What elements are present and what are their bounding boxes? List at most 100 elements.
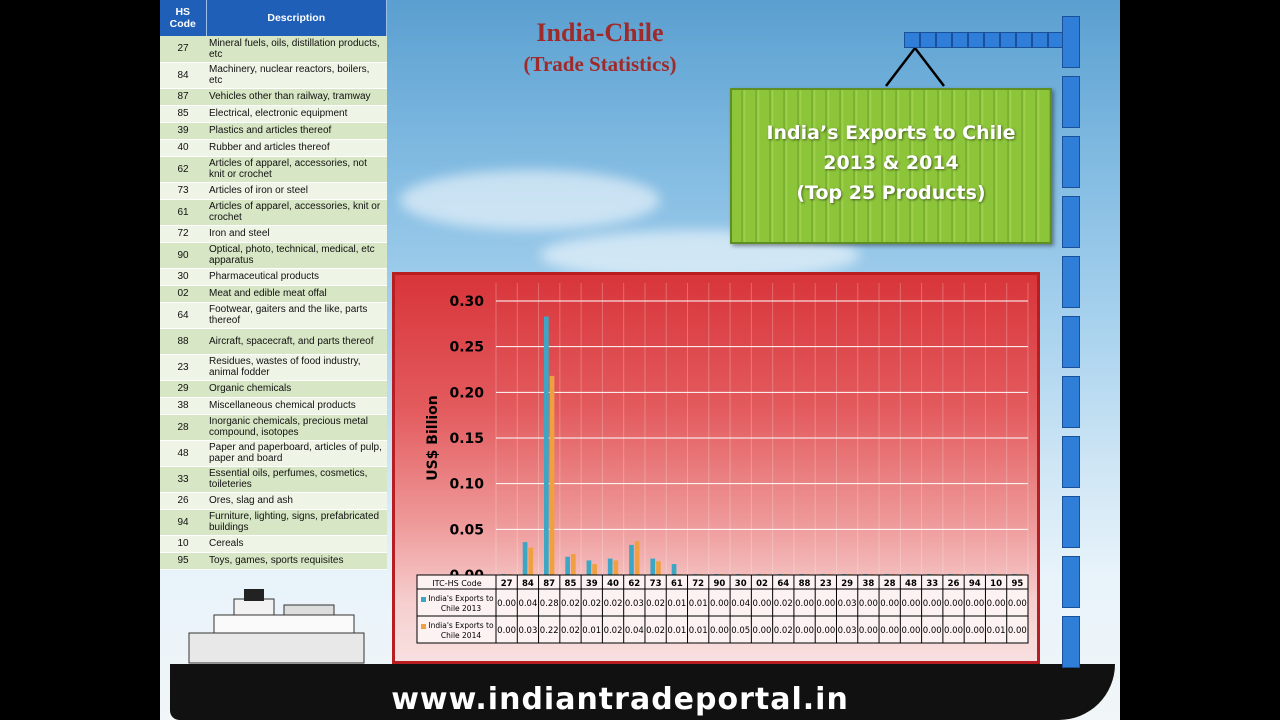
description-header: Description <box>206 0 387 36</box>
data-label: 0.00 <box>965 626 984 636</box>
crane-segment <box>1032 32 1048 48</box>
description-cell: Pharmaceutical products <box>206 268 387 286</box>
data-label: 0.00 <box>816 599 835 609</box>
table-row: 26 Ores, slag and ash <box>160 492 387 510</box>
data-label: 0.05 <box>731 626 750 636</box>
data-label: 0.00 <box>901 599 920 609</box>
legend-label: Chile 2013 <box>441 604 481 613</box>
data-label: 0.00 <box>944 599 963 609</box>
ship-superstructure-icon <box>188 589 365 664</box>
data-table <box>416 574 1029 644</box>
description-cell: Vehicles other than railway, tramway <box>206 88 387 106</box>
bar-2014 <box>570 553 576 575</box>
ship-hull <box>170 664 1115 720</box>
description-cell: Organic chemicals <box>206 380 387 398</box>
data-label: 0.00 <box>880 599 899 609</box>
hs-code-cell: 85 <box>160 105 206 123</box>
hs-code-cell: 95 <box>160 552 206 570</box>
x-tick-label: 23 <box>820 579 832 589</box>
data-label: 0.01 <box>667 626 686 636</box>
table-row: 10 Cereals <box>160 535 387 553</box>
data-label: 0.00 <box>987 599 1006 609</box>
table-row: 39 Plastics and articles thereof <box>160 122 387 140</box>
footer-url[interactable]: www.indiantradeportal.in <box>391 682 849 717</box>
crane-tower-segment <box>1062 76 1080 128</box>
hs-code-cell: 38 <box>160 397 206 415</box>
hs-code-cell: 39 <box>160 122 206 140</box>
legend-label: Chile 2014 <box>441 631 481 640</box>
data-label: 0.03 <box>838 599 857 609</box>
description-cell: Rubber and articles thereof <box>206 139 387 157</box>
cloud-decoration <box>400 170 660 230</box>
description-cell: Inorganic chemicals, precious metal comp… <box>206 414 387 441</box>
data-label: 0.00 <box>1008 626 1027 636</box>
x-tick-label: 02 <box>756 579 768 589</box>
hs-code-cell: 48 <box>160 440 206 467</box>
x-tick-label: 38 <box>862 579 874 589</box>
x-tick-label: 95 <box>1011 579 1023 589</box>
table-row: 72 Iron and steel <box>160 225 387 243</box>
description-cell: Toys, games, sports requisites <box>206 552 387 570</box>
description-cell: Electrical, electronic equipment <box>206 105 387 123</box>
export-heading-line: India’s Exports to Chile <box>766 122 1016 144</box>
crane-tower-segment <box>1062 616 1080 668</box>
data-label: 0.00 <box>923 626 942 636</box>
hs-code-cell: 26 <box>160 492 206 510</box>
y-tick-label: 0.10 <box>449 477 484 493</box>
description-cell: Optical, photo, technical, medical, etc … <box>206 242 387 269</box>
crane-tower-segment <box>1062 256 1080 308</box>
data-label: 0.00 <box>710 599 729 609</box>
legend-swatch <box>421 597 426 602</box>
table-row: 02 Meat and edible meat offal <box>160 285 387 303</box>
x-tick-label: 48 <box>905 579 917 589</box>
crane-tower-segment <box>1062 556 1080 608</box>
bar-2013 <box>650 558 656 575</box>
description-cell: Miscellaneous chemical products <box>206 397 387 415</box>
table-row: 90 Optical, photo, technical, medical, et… <box>160 242 387 269</box>
data-label: 0.00 <box>795 599 814 609</box>
crane-segment <box>904 32 920 48</box>
y-tick-label: 0.05 <box>449 522 484 538</box>
export-heading-line: 2013 & 2014 <box>823 152 959 174</box>
table-row: 94 Furniture, lighting, signs, prefabrica… <box>160 509 387 536</box>
hs-code-cell: 62 <box>160 156 206 183</box>
x-tick-label: 87 <box>543 579 555 589</box>
table-row: 84 Machinery, nuclear reactors, boilers, … <box>160 62 387 89</box>
crane-segment <box>952 32 968 48</box>
y-axis-label: US$ Billion <box>425 395 441 481</box>
crane-tower-segment <box>1062 136 1080 188</box>
hs-code-cell: 73 <box>160 182 206 200</box>
data-label: 0.03 <box>518 626 537 636</box>
y-tick-label: 0.25 <box>449 340 484 356</box>
data-label: 0.01 <box>667 599 686 609</box>
export-container-box: India’s Exports to Chile 2013 & 2014 (To… <box>730 88 1052 244</box>
hs-code-cell: 23 <box>160 354 206 381</box>
data-label: 0.01 <box>689 626 708 636</box>
x-tick-label: 40 <box>607 579 619 589</box>
data-label: 0.00 <box>710 626 729 636</box>
table-row: 29 Organic chemicals <box>160 380 387 398</box>
table-row: 27 Mineral fuels, oils, distillation prod… <box>160 36 387 63</box>
hs-code-cell: 29 <box>160 380 206 398</box>
data-label: 0.04 <box>731 599 750 609</box>
table-row: 23 Residues, wastes of food industry, ani… <box>160 354 387 381</box>
description-cell: Iron and steel <box>206 225 387 243</box>
data-label: 0.02 <box>561 626 580 636</box>
crane-hook-icon <box>885 45 945 87</box>
data-label: 0.00 <box>923 599 942 609</box>
hs-code-cell: 27 <box>160 36 206 63</box>
x-tick-label: 85 <box>565 579 577 589</box>
data-label: 0.03 <box>838 626 857 636</box>
description-cell: Essential oils, perfumes, cosmetics, toi… <box>206 466 387 493</box>
bar-2013 <box>565 556 570 575</box>
description-cell: Aircraft, spacecraft, and parts thereof <box>206 328 387 355</box>
hs-code-cell: 84 <box>160 62 206 89</box>
data-label: 0.00 <box>1008 599 1027 609</box>
crane-segment <box>1016 32 1032 48</box>
hs-code-cell: 88 <box>160 328 206 355</box>
data-label: 0.28 <box>540 599 559 609</box>
description-cell: Cereals <box>206 535 387 553</box>
x-tick-label: 88 <box>799 579 811 589</box>
